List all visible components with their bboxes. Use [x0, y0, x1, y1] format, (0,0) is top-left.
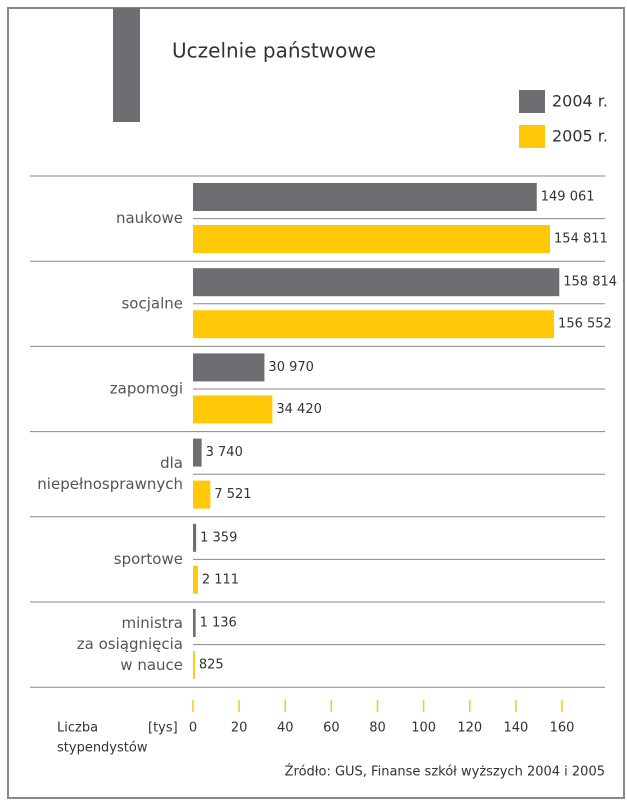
x-tick-label: 160 [550, 721, 575, 736]
chart-title: Uczelnie państwowe [172, 39, 376, 63]
decor-bar [113, 8, 140, 122]
legend-label: 2005 r. [552, 127, 608, 146]
frame [7, 7, 625, 799]
x-axis-unit: [tys] [148, 721, 178, 736]
bar [193, 565, 198, 594]
legend-label: 2004 r. [552, 92, 608, 111]
x-tick-label: 0 [189, 721, 197, 736]
category-label: w nauce [120, 656, 183, 674]
category-label: ministra [121, 614, 183, 632]
bar [193, 438, 202, 467]
value-label: 34 420 [276, 402, 322, 417]
category-label: zapomogi [110, 380, 183, 398]
legend-swatch [519, 90, 545, 113]
x-tick-label: 140 [503, 721, 528, 736]
x-tick-label: 100 [411, 721, 436, 736]
category-label: sportowe [114, 550, 183, 568]
legend-swatch [519, 125, 545, 148]
value-label: 1 359 [200, 530, 237, 545]
bar [193, 353, 265, 382]
x-tick-label: 120 [457, 721, 482, 736]
bar [193, 225, 551, 253]
x-axis-label: stypendystów [57, 741, 148, 756]
bar [193, 310, 555, 339]
category-label: naukowe [116, 209, 183, 227]
bar [193, 651, 195, 679]
x-tick-label: 40 [277, 721, 294, 736]
bar [193, 609, 196, 637]
value-label: 1 136 [200, 616, 237, 631]
value-label: 158 814 [563, 275, 617, 290]
category-label: dla [160, 454, 183, 472]
value-label: 3 740 [206, 445, 243, 460]
value-label: 30 970 [268, 360, 314, 375]
x-axis-label: Liczba [57, 721, 98, 736]
value-label: 156 552 [558, 317, 612, 332]
bar [193, 480, 211, 509]
category-label: za osiągnięcia [77, 635, 183, 653]
source: Źródło: GUS, Finanse szkół wyższych 2004… [285, 764, 605, 780]
bar [193, 395, 273, 424]
category-label: niepełnosprawnych [37, 475, 183, 493]
x-tick-label: 20 [231, 721, 248, 736]
bar [193, 183, 537, 211]
value-label: 7 521 [214, 487, 251, 502]
value-label: 2 111 [202, 572, 239, 587]
bar [193, 268, 560, 297]
x-tick-label: 80 [369, 721, 386, 736]
bar [193, 523, 197, 552]
value-label: 825 [199, 658, 224, 673]
category-label: socjalne [121, 294, 183, 312]
value-label: 154 811 [554, 232, 608, 247]
value-label: 149 061 [541, 190, 595, 205]
x-tick-label: 60 [323, 721, 340, 736]
